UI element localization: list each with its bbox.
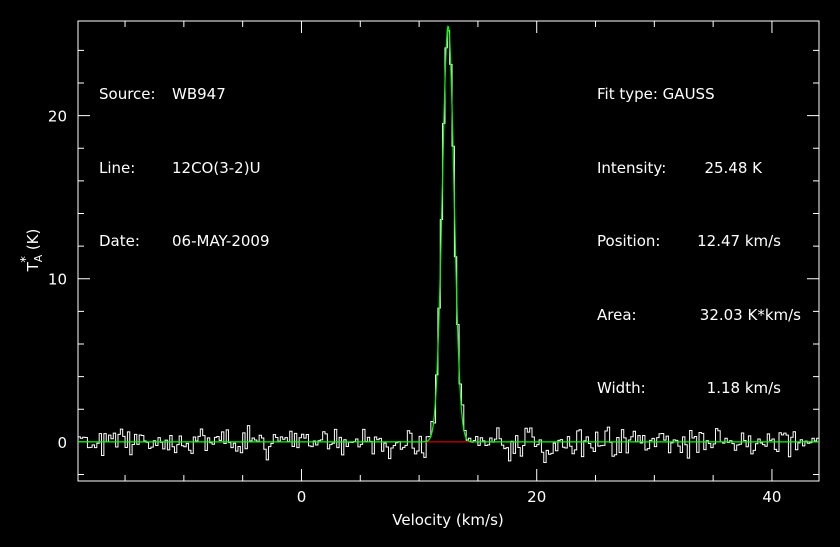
- intensity-label: Intensity:: [597, 158, 667, 177]
- x-tick-label: 20: [527, 488, 546, 506]
- x-axis-label: Velocity (km/s): [392, 511, 503, 529]
- plot-frame: [77, 20, 820, 482]
- intensity-row: Intensity: 25.48 K: [597, 156, 801, 181]
- position-row: Position: 12.47 km/s: [597, 229, 801, 254]
- y-tick-label: 20: [48, 108, 67, 126]
- x-tick-label: 0: [297, 488, 307, 506]
- line-row: Line: 12CO(3-2)U: [99, 156, 270, 181]
- y-tick-label: 10: [48, 271, 67, 289]
- position-value: 12.47 km/s: [697, 232, 781, 250]
- date-value: 06-MAY-2009: [172, 232, 270, 250]
- fit-type-text: Fit type: GAUSS: [597, 85, 715, 103]
- tick-marks: [78, 21, 819, 481]
- gaussian-fit-line: [78, 25, 819, 443]
- width-label: Width:: [597, 379, 646, 397]
- line-value: 12CO(3-2)U: [172, 158, 261, 177]
- source-label: Source:: [99, 85, 156, 103]
- fit-type-row: Fit type: GAUSS: [597, 82, 801, 107]
- line-label: Line:: [99, 158, 136, 177]
- y-axis-label: TA*(K): [19, 229, 45, 273]
- axis-ticks: [78, 21, 819, 481]
- x-tick-label: 40: [762, 488, 781, 506]
- area-value: 32.03 K*km/s: [699, 305, 801, 324]
- y-tick-label: 0: [57, 434, 67, 452]
- date-label: Date:: [99, 232, 140, 250]
- axis-tick-labels: 0 20 40 0 10 20: [48, 108, 782, 506]
- date-row: Date: 06-MAY-2009: [99, 229, 270, 254]
- intensity-value: 25.48 K: [704, 158, 762, 177]
- position-label: Position:: [597, 232, 661, 250]
- width-row: Width: 1.18 km/s: [597, 376, 801, 401]
- source-value: WB947: [172, 85, 226, 103]
- area-label: Area:: [597, 305, 637, 324]
- fit-info-block: Fit type: GAUSS Intensity: 25.48 K Positi…: [597, 33, 801, 425]
- source-row: Source: WB947: [99, 82, 270, 107]
- area-row: Area: 32.03 K*km/s: [597, 303, 801, 328]
- source-info-block: Source: WB947 Line: 12CO(3-2)U Date: 06-MAY…: [99, 33, 270, 278]
- width-value: 1.18 km/s: [706, 379, 781, 397]
- svg-text:TA*(K): TA*(K): [19, 229, 45, 273]
